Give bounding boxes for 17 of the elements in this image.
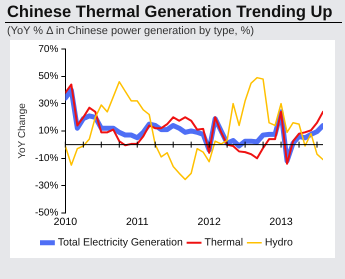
y-tick-label: 10% xyxy=(38,126,58,137)
y-axis-title: YoY Change xyxy=(16,102,28,159)
y-tick-label: 50% xyxy=(38,71,58,82)
legend-label: Total Electricity Generation xyxy=(58,236,183,249)
legend-label: Thermal xyxy=(204,236,244,249)
y-tick-label: -50% xyxy=(34,208,58,219)
chart-subtitle: (YoY % Δ in Chinese power generation by type, %) xyxy=(6,24,256,39)
x-tick-label: 2010 xyxy=(54,216,78,228)
y-tick-label: -30% xyxy=(34,180,58,192)
x-tick-label: 2013 xyxy=(269,216,293,228)
x-tick-label: 2011 xyxy=(126,216,149,228)
legend-label: Hydro xyxy=(264,236,293,249)
y-tick-label: 70% xyxy=(38,44,58,55)
y-tick-label: -10% xyxy=(34,153,58,164)
y-tick-label: 30% xyxy=(38,98,58,110)
chart-title: Chinese Thermal Generation Trending Up xyxy=(6,2,334,22)
x-tick-label: 2012 xyxy=(197,216,221,228)
